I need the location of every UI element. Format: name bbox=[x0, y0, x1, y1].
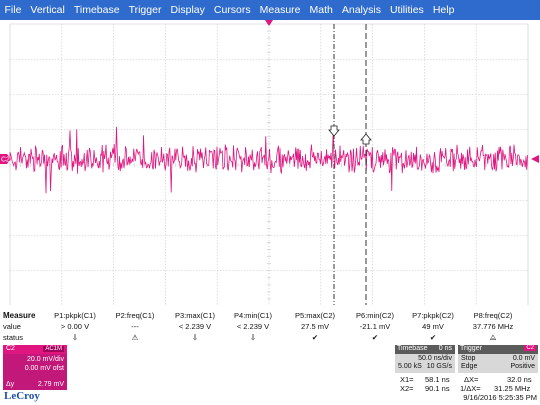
cursor-dx-label: ΔX= bbox=[464, 375, 479, 384]
param-name-p5[interactable]: P5:max(C2) bbox=[294, 311, 335, 320]
cursor-x1-arrow-icon bbox=[328, 125, 340, 137]
cursor-x2-value: 90.1 ns bbox=[425, 384, 450, 393]
param-name-p6[interactable]: P6:min(C2) bbox=[356, 311, 394, 320]
menu-measure[interactable]: Measure bbox=[259, 4, 301, 16]
timebase-descriptor[interactable]: Timebase 0 ns 50.0 ns/div 5.00 kS 10 GS/… bbox=[395, 345, 455, 373]
param-status-p6: ✔ bbox=[371, 333, 379, 342]
volts-per-div: 20.0 mV/div bbox=[27, 356, 64, 363]
timebase-delay: 0 ns bbox=[438, 345, 452, 352]
menu-timebase[interactable]: Timebase bbox=[73, 4, 120, 16]
param-value-p4: < 2.239 V bbox=[236, 322, 270, 331]
status-row-label: status bbox=[3, 333, 24, 342]
param-value-p6: -21.1 mV bbox=[359, 322, 391, 331]
param-name-p7[interactable]: P7:pkpk(C2) bbox=[412, 311, 454, 320]
param-status-p1: ⇩ bbox=[71, 333, 79, 342]
param-status-p2: ⚠ bbox=[131, 333, 139, 342]
channel-ground-marker-label: C2 bbox=[1, 157, 10, 164]
channel-c2-descriptor[interactable]: 20.0 mV/div 0.00 mV ofst Δy 2.79 mV bbox=[3, 354, 67, 390]
param-status-p8: ⨺ bbox=[489, 333, 497, 342]
lecroy-logo: LeCroy bbox=[4, 390, 40, 402]
trigger-title: Trigger bbox=[460, 345, 482, 352]
trigger-mode: Stop bbox=[461, 355, 476, 362]
param-name-p1[interactable]: P1:pkpk(C1) bbox=[54, 311, 96, 320]
param-value-p5: 27.5 mV bbox=[301, 322, 329, 331]
cursor-inv-dx-label: 1/ΔX= bbox=[460, 384, 481, 393]
trigger-descriptor[interactable]: Trigger C2 Stop 0.0 mV Edge Positive bbox=[458, 345, 538, 373]
param-name-p2[interactable]: P2:freq(C1) bbox=[115, 311, 155, 320]
param-value-p7: 49 mV bbox=[422, 322, 444, 331]
sample-rate: 10 GS/s bbox=[426, 363, 452, 370]
trigger-header: Trigger C2 bbox=[458, 345, 538, 354]
menu-math[interactable]: Math bbox=[309, 4, 333, 16]
value-row-label: value bbox=[3, 322, 21, 331]
trigger-type: Edge bbox=[461, 363, 478, 370]
menu-cursors[interactable]: Cursors bbox=[213, 4, 251, 16]
trigger-level: 0.0 mV bbox=[512, 355, 535, 362]
trigger-slope: Positive bbox=[510, 363, 535, 370]
param-status-p4: ⇩ bbox=[249, 333, 257, 342]
timebase-header: Timebase 0 ns bbox=[395, 345, 455, 354]
param-value-p1: > 0.00 V bbox=[60, 322, 90, 331]
c2-waveform bbox=[9, 126, 528, 194]
coupling-badge: AC1M bbox=[43, 346, 64, 352]
param-name-p3[interactable]: P3:max(C1) bbox=[174, 311, 215, 320]
delta-y-value: 2.79 mV bbox=[37, 381, 64, 388]
cursor-inv-dx-value: 31.25 MHz bbox=[494, 384, 531, 393]
time-per-div: 50.0 ns/div bbox=[418, 355, 452, 362]
channel-label: C2 bbox=[6, 345, 15, 352]
menu-display[interactable]: Display bbox=[170, 4, 205, 16]
menu-trigger[interactable]: Trigger bbox=[128, 4, 162, 16]
param-status-p3: ⇩ bbox=[191, 333, 199, 342]
param-status-p7: ✔ bbox=[429, 333, 437, 342]
menu-bar: File Vertical Timebase Trigger Display Cursor… bbox=[0, 0, 540, 20]
channel-c2-tab[interactable]: C2 AC1M bbox=[3, 345, 67, 354]
waveform-grid[interactable]: C2 bbox=[0, 20, 540, 305]
param-value-p3: < 2.239 V bbox=[178, 322, 212, 331]
param-value-p8: 37.776 MHz bbox=[472, 322, 514, 331]
param-status-p5: ✔ bbox=[311, 333, 319, 342]
cursor-x1-value: 58.1 ns bbox=[425, 375, 450, 384]
param-name-p4[interactable]: P4:min(C1) bbox=[234, 311, 272, 320]
trigger-position-top-icon bbox=[265, 20, 273, 26]
timebase-title: Timebase bbox=[397, 345, 428, 352]
param-name-p8[interactable]: P8:freq(C2) bbox=[473, 311, 513, 320]
sample-count: 5.00 kS bbox=[398, 363, 422, 370]
menu-help[interactable]: Help bbox=[432, 4, 455, 16]
cursor-dx-value: 32.0 ns bbox=[507, 375, 532, 384]
menu-vertical[interactable]: Vertical bbox=[30, 4, 65, 16]
measure-title: Measure bbox=[3, 311, 36, 320]
cursor-x1-label: X1= bbox=[400, 375, 414, 384]
timestamp: 9/16/2016 5:25:35 PM bbox=[463, 393, 537, 402]
delta-y-label: Δy bbox=[6, 381, 15, 388]
menu-analysis[interactable]: Analysis bbox=[341, 4, 381, 16]
channel-ground-marker-icon bbox=[0, 154, 11, 164]
menu-utilities[interactable]: Utilities bbox=[389, 4, 424, 16]
trigger-level-marker-icon bbox=[531, 155, 539, 163]
trigger-channel-badge: C2 bbox=[524, 345, 536, 351]
menu-file[interactable]: File bbox=[4, 4, 22, 16]
cursor-x2-label: X2= bbox=[400, 384, 414, 393]
param-value-p2: --- bbox=[131, 322, 139, 331]
offset-value: 0.00 mV ofst bbox=[24, 365, 64, 372]
cursor-x2-arrow-icon bbox=[360, 133, 372, 145]
